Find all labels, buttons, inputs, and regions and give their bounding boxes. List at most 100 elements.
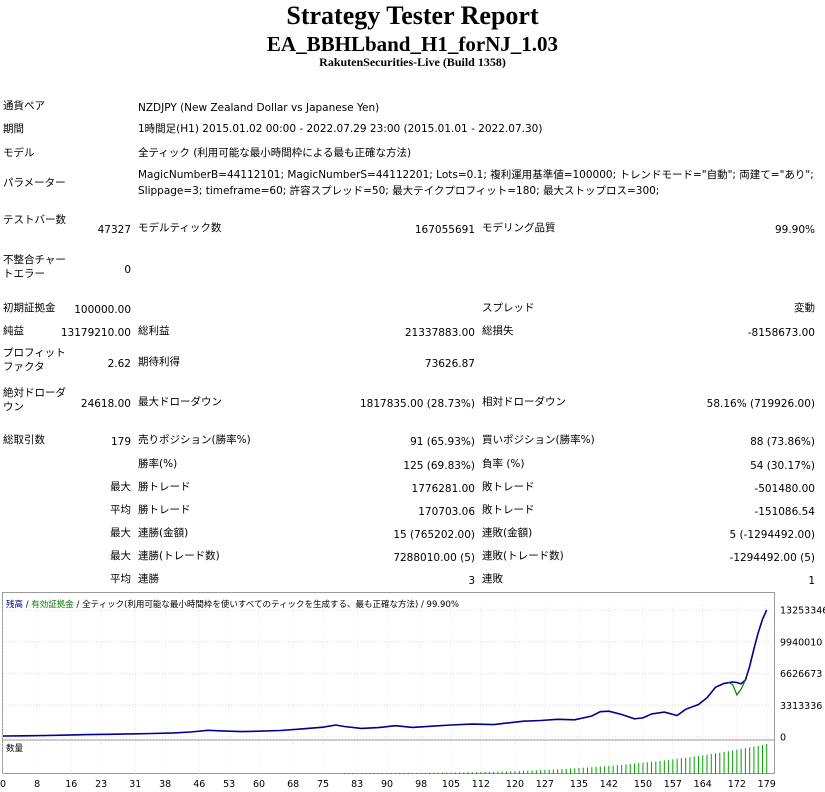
avg-cons-loss-label: 連敗	[482, 573, 503, 585]
short-value: 91 (65.93%)	[410, 436, 475, 448]
loss-pct-value: 54 (30.17%)	[750, 460, 815, 472]
x-tick-label: 90	[381, 779, 393, 790]
spread-value: 変動	[794, 302, 815, 314]
errors-label: 不整合チャートエラー	[3, 254, 66, 280]
legend-sep-2: /	[73, 600, 83, 610]
x-tick-label: 23	[95, 779, 107, 790]
period-label: 期間	[3, 123, 24, 135]
net-label: 純益	[3, 325, 24, 337]
max-prefix-3: 最大	[110, 550, 131, 562]
x-tick-label: 75	[317, 779, 329, 790]
y-tick-label: 9940010	[780, 637, 822, 648]
cons-loss-cnt-label: 連敗(トレード数)	[482, 550, 564, 562]
params-line2: Slippage=3; timeframe=60; 許容スプレッド=50; 最大…	[138, 185, 660, 197]
x-tick-label: 142	[600, 779, 618, 790]
cons-win-cnt-label: 連勝(トレード数)	[138, 550, 220, 562]
long-label: 買いポジション(勝率%)	[482, 434, 595, 446]
avg-prefix-1: 平均	[110, 504, 131, 516]
deposit-label: 初期証拠金	[3, 302, 56, 314]
report-title: Strategy Tester Report	[286, 1, 539, 30]
cons-win-amt-label: 連勝(金額)	[138, 527, 189, 539]
x-tick-label: 0	[0, 779, 6, 790]
short-label: 売りポジション(勝率%)	[138, 434, 251, 446]
params-line1: MagicNumberB=44112101; MagicNumberS=4411…	[138, 169, 814, 181]
cons-loss-cnt-value: -1294492.00 (5)	[729, 552, 815, 564]
ticks-label: モデルティック数	[138, 222, 222, 234]
volume-label: 数量	[6, 744, 24, 754]
avg-win-value: 170703.06	[418, 506, 475, 518]
pf-value: 2.62	[107, 358, 131, 370]
period-value: 1時間足(H1) 2015.01.02 00:00 - 2022.07.29 2…	[138, 123, 543, 135]
quality-label: モデリング品質	[482, 222, 556, 234]
x-tick-label: 172	[728, 779, 746, 790]
x-tick-label: 83	[351, 779, 363, 790]
win-pct-label: 勝率(%)	[138, 458, 178, 470]
trades-value: 179	[110, 436, 131, 448]
y-tick-label: 0	[780, 733, 786, 744]
legend-equity: 有効証拠金	[31, 600, 74, 610]
rel-dd-label: 相対ドローダウン	[482, 396, 566, 408]
model-label: モデル	[3, 147, 35, 159]
max-dd-value: 1817835.00 (28.73%)	[359, 398, 475, 410]
expected-value: 73626.87	[424, 358, 475, 370]
bars-value: 47327	[97, 224, 131, 236]
report-subtitle: EA_BBHLband_H1_forNJ_1.03	[266, 32, 559, 56]
cons-win-amt-value: 15 (765202.00)	[393, 529, 475, 541]
avg-cons-win-value: 3	[468, 575, 475, 587]
trades-label: 総取引数	[3, 434, 45, 446]
avg-loss-value: -151086.54	[754, 506, 815, 518]
report-build: RakutenSecurities-Live (Build 1358)	[319, 55, 506, 69]
long-value: 88 (73.86%)	[750, 436, 815, 448]
abs-dd-value: 24618.00	[80, 398, 131, 410]
x-tick-label: 150	[634, 779, 652, 790]
x-tick-label: 38	[159, 779, 171, 790]
expected-label: 期待利得	[138, 356, 180, 368]
y-tick-label: 3313336	[780, 701, 822, 712]
bars-label: テストバー数	[3, 214, 66, 226]
gross-loss-label: 総損失	[482, 325, 514, 337]
avg-win-label: 勝トレード	[138, 504, 191, 516]
x-tick-label: 112	[472, 779, 490, 790]
largest-win-value: 1776281.00	[411, 483, 475, 495]
x-tick-label: 16	[65, 779, 77, 790]
largest-loss-label: 敗トレード	[482, 481, 535, 493]
avg-cons-win-label: 連勝	[138, 573, 159, 585]
cons-loss-amt-value: 5 (-1294492.00)	[729, 529, 815, 541]
avg-prefix-2: 平均	[110, 573, 131, 585]
rel-dd-value: 58.16% (719926.00)	[706, 398, 815, 410]
x-tick-label: 179	[758, 779, 776, 790]
avg-loss-label: 敗トレード	[482, 504, 535, 516]
y-tick-label: 13253346	[780, 606, 825, 617]
avg-cons-loss-value: 1	[808, 575, 815, 587]
x-tick-label: 105	[442, 779, 460, 790]
x-tick-label: 164	[694, 779, 712, 790]
pair-value: NZDJPY (New Zealand Dollar vs Japanese Y…	[138, 102, 380, 114]
spread-label: スプレッド	[482, 302, 535, 314]
gross-profit-label: 総利益	[138, 325, 170, 337]
x-tick-label: 53	[223, 779, 235, 790]
max-prefix-1: 最大	[110, 481, 131, 493]
loss-pct-label: 負率 (%)	[482, 458, 525, 470]
win-pct-value: 125 (69.83%)	[403, 460, 475, 472]
errors-value: 0	[124, 264, 131, 276]
legend-balance: 残高	[6, 600, 24, 610]
balance-chart	[2, 592, 775, 774]
quality-value: 99.90%	[774, 224, 815, 236]
legend-sep-1: /	[23, 600, 32, 610]
largest-win-label: 勝トレード	[138, 481, 191, 493]
x-tick-label: 31	[129, 779, 141, 790]
x-tick-label: 60	[253, 779, 265, 790]
abs-dd-label: 絶対ドローダウン	[3, 387, 66, 413]
x-tick-label: 98	[415, 779, 427, 790]
largest-loss-value: -501480.00	[754, 483, 815, 495]
balance-line	[2, 609, 768, 737]
net-value: 13179210.00	[60, 327, 131, 339]
y-tick-label: 6626673	[780, 669, 822, 680]
x-tick-label: 127	[536, 779, 554, 790]
x-tick-label: 68	[287, 779, 299, 790]
x-tick-label: 135	[570, 779, 588, 790]
x-tick-label: 46	[193, 779, 205, 790]
x-tick-label: 120	[506, 779, 524, 790]
legend-description: 全ティック(利用可能な最小時間枠を使いすべてのティックを生成する、最も正確な方法…	[82, 600, 459, 610]
